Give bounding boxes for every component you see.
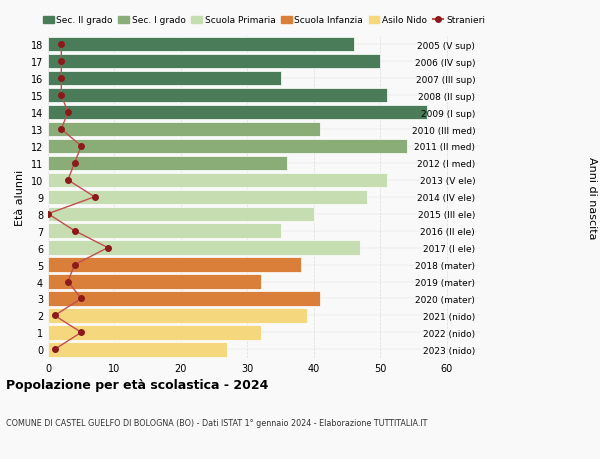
Bar xyxy=(48,275,260,289)
Text: Anni di nascita: Anni di nascita xyxy=(587,156,597,239)
Bar xyxy=(48,342,227,357)
Bar xyxy=(48,89,387,103)
Legend: Sec. II grado, Sec. I grado, Scuola Primaria, Scuola Infanzia, Asilo Nido, Stran: Sec. II grado, Sec. I grado, Scuola Prim… xyxy=(39,13,489,29)
Bar xyxy=(48,241,361,255)
Bar xyxy=(48,140,407,154)
Bar xyxy=(48,173,387,188)
Text: COMUNE DI CASTEL GUELFO DI BOLOGNA (BO) - Dati ISTAT 1° gennaio 2024 - Elaborazi: COMUNE DI CASTEL GUELFO DI BOLOGNA (BO) … xyxy=(6,418,427,427)
Bar xyxy=(48,72,281,86)
Text: Popolazione per età scolastica - 2024: Popolazione per età scolastica - 2024 xyxy=(6,379,268,392)
Bar xyxy=(48,157,287,171)
Bar xyxy=(48,190,367,205)
Bar xyxy=(48,258,301,272)
Bar xyxy=(48,308,307,323)
Bar xyxy=(48,123,320,137)
Bar xyxy=(48,55,380,69)
Bar xyxy=(48,106,427,120)
Bar xyxy=(48,224,281,238)
Y-axis label: Età alunni: Età alunni xyxy=(15,169,25,225)
Bar xyxy=(48,207,314,222)
Bar xyxy=(48,325,260,340)
Bar xyxy=(48,38,354,52)
Bar xyxy=(48,291,320,306)
